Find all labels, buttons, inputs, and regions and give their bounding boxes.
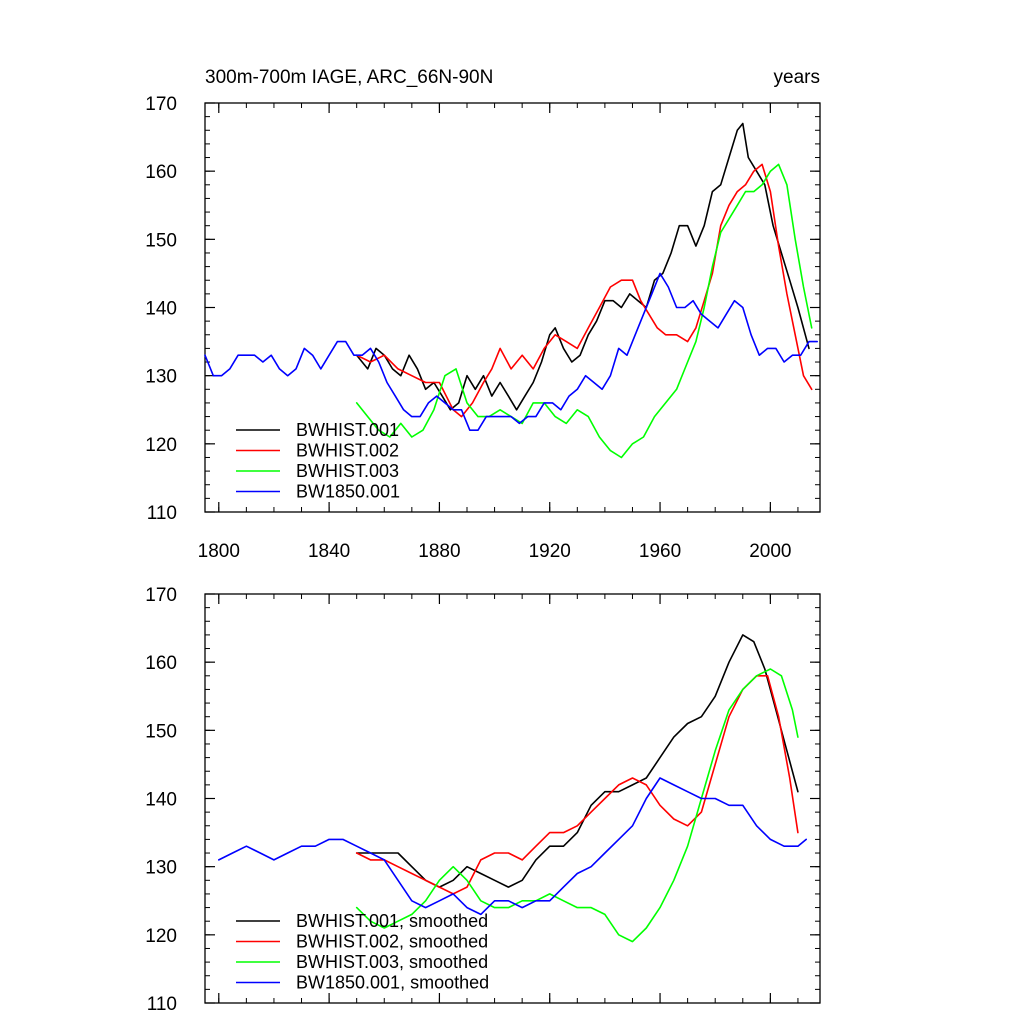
series-line-3 — [355, 163, 813, 459]
y-tick-label: 140 — [145, 299, 177, 320]
y-tick-label: 130 — [145, 367, 177, 388]
legend-label: BW1850.001, smoothed — [296, 973, 489, 993]
series-line-2 — [355, 163, 813, 418]
chart-panel-2: 110 120 130 140 150 160 170 BWHIST.001, smoothe… — [145, 585, 821, 1015]
series-line-4 — [204, 272, 819, 432]
y-tick-label: 140 — [145, 790, 177, 811]
x-tick-label: 1960 — [639, 541, 681, 562]
series-line-4 — [218, 777, 808, 916]
y-tick-label: 160 — [145, 162, 177, 183]
series-line-1 — [355, 634, 799, 888]
y-tick-label: 150 — [145, 721, 177, 742]
legend-label: BWHIST.003 — [296, 461, 399, 481]
y-tick-label: 130 — [145, 858, 177, 879]
legend-label: BWHIST.002, smoothed — [296, 932, 488, 952]
chart-panel-1: 1800 1840 1880 1920 1960 2000 110 120 130 140 150 1… — [145, 67, 821, 562]
x-tick-label: 2000 — [749, 541, 791, 562]
y-tick-label: 150 — [145, 230, 177, 251]
series-line-1 — [355, 122, 810, 411]
units-label: years — [774, 67, 820, 88]
x-tick-label: 1920 — [529, 541, 571, 562]
y-tick-label: 120 — [145, 435, 177, 456]
legend-label: BWHIST.001 — [296, 420, 399, 440]
chart-title: 300m-700m IAGE, ARC_66N-90N — [205, 67, 493, 88]
series-line-2 — [355, 674, 799, 895]
y-tick-label: 160 — [145, 653, 177, 674]
y-tick-label: 110 — [147, 994, 177, 1015]
legend-label: BWHIST.003, smoothed — [296, 952, 488, 972]
y-tick-label: 110 — [147, 503, 177, 524]
series-line-3 — [355, 668, 799, 943]
legend-label: BW1850.001 — [296, 482, 400, 502]
y-tick-label: 170 — [145, 585, 177, 606]
legend-label: BWHIST.001, smoothed — [296, 911, 488, 931]
legend-label: BWHIST.002 — [296, 441, 399, 461]
x-tick-label: 1880 — [418, 541, 460, 562]
y-tick-label: 120 — [145, 926, 177, 947]
x-tick-label: 1800 — [198, 541, 240, 562]
y-tick-label: 170 — [145, 94, 177, 115]
x-tick-label: 1840 — [308, 541, 350, 562]
